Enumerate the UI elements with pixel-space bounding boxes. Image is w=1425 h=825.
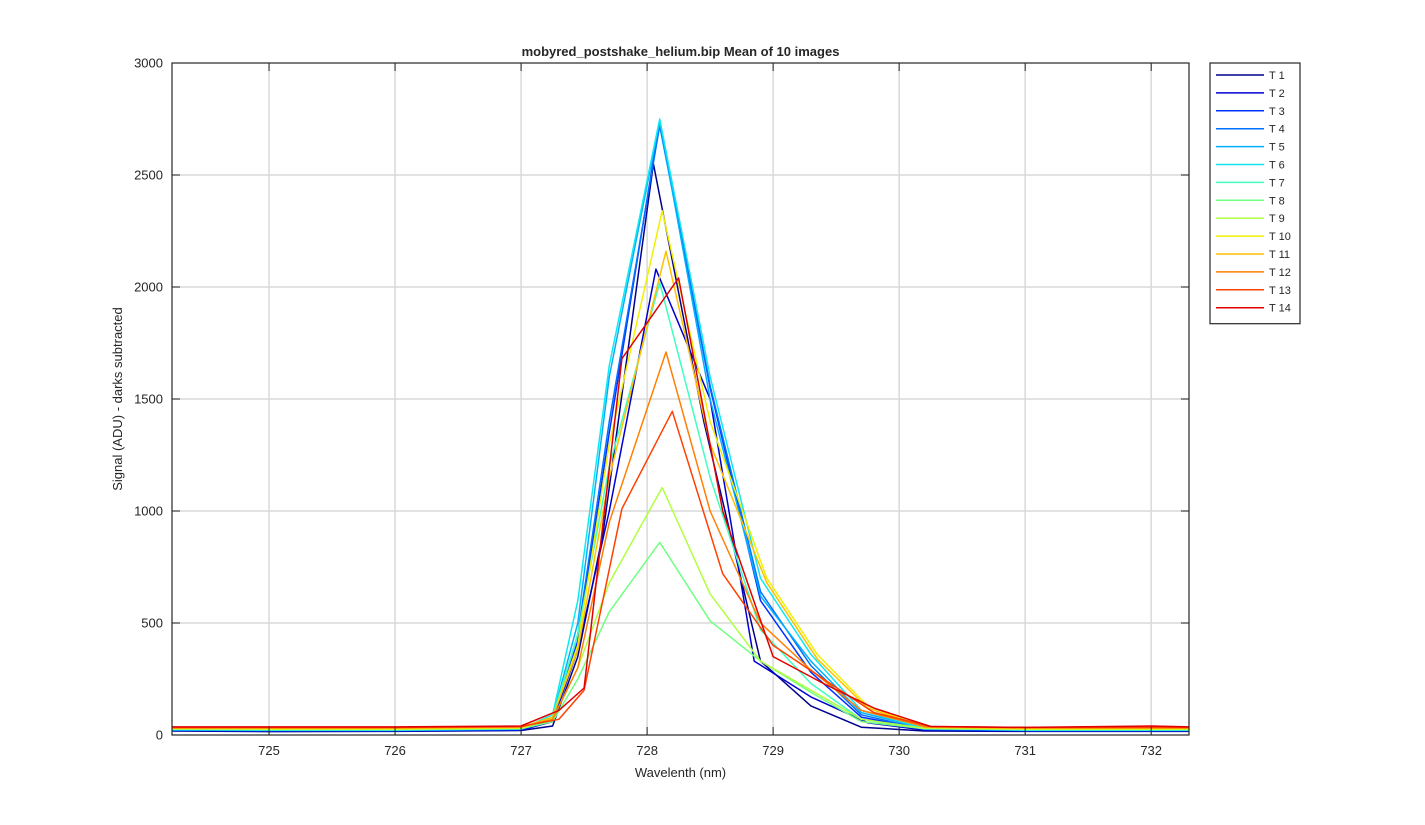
- x-tick-label: 731: [1014, 743, 1036, 758]
- y-tick-label: 500: [141, 616, 163, 631]
- y-axis-label: Signal (ADU) - darks subtracted: [110, 307, 125, 491]
- legend-box: [1209, 62, 1301, 325]
- ticks: 725 726 727 728 729 730 731 732 0 500 1000 1500 2000…: [134, 56, 1189, 758]
- legend-label: T 11: [1269, 249, 1290, 261]
- x-tick-label: 726: [384, 743, 406, 758]
- x-axis-label: Wavelenth (nm): [635, 765, 726, 780]
- y-tick-label: 2000: [134, 280, 163, 295]
- series-line-14: [172, 277, 1190, 729]
- legend-label: T 10: [1269, 231, 1291, 243]
- legend-label: T 3: [1269, 106, 1285, 118]
- legend-label: T 2: [1269, 88, 1285, 100]
- x-tick-label: 729: [762, 743, 784, 758]
- legend-label: T 13: [1269, 285, 1291, 297]
- legend-label: T 5: [1269, 142, 1285, 154]
- chart-title: mobyred_postshake_helium.bip Mean of 10 …: [522, 44, 840, 59]
- y-tick-label: 1500: [134, 392, 163, 407]
- legend-label: T 1: [1269, 70, 1285, 82]
- legend-label: T 4: [1269, 124, 1285, 136]
- x-tick-label: 725: [258, 743, 280, 758]
- legend[interactable]: T 1 T 2 T 3 T 4 T 5 T 6 T 7 T 8 T 9 T 10 T 11 T 12 T…: [1209, 62, 1301, 325]
- legend-label: T 12: [1269, 267, 1291, 279]
- y-tick-label: 3000: [134, 56, 163, 71]
- plot-area: 725 726 727 728 729 730 731 732 0 500 1000 1500 2000…: [134, 56, 1190, 758]
- y-tick-label: 2500: [134, 168, 163, 183]
- legend-items: T 1 T 2 T 3 T 4 T 5 T 6 T 7 T 8 T 9 T 10 T 11 T 12 T…: [1216, 70, 1291, 315]
- legend-label: T 8: [1269, 195, 1285, 207]
- legend-label: T 7: [1269, 177, 1285, 189]
- legend-label: T 6: [1269, 160, 1285, 172]
- y-tick-label: 1000: [134, 504, 163, 519]
- x-tick-label: 730: [888, 743, 910, 758]
- x-tick-label: 732: [1140, 743, 1162, 758]
- series-lines: [171, 118, 1190, 733]
- x-tick-label: 728: [636, 743, 658, 758]
- x-tick-label: 727: [510, 743, 532, 758]
- legend-label: T 9: [1269, 213, 1285, 225]
- y-tick-label: 0: [156, 728, 163, 743]
- legend-label: T 14: [1269, 303, 1291, 315]
